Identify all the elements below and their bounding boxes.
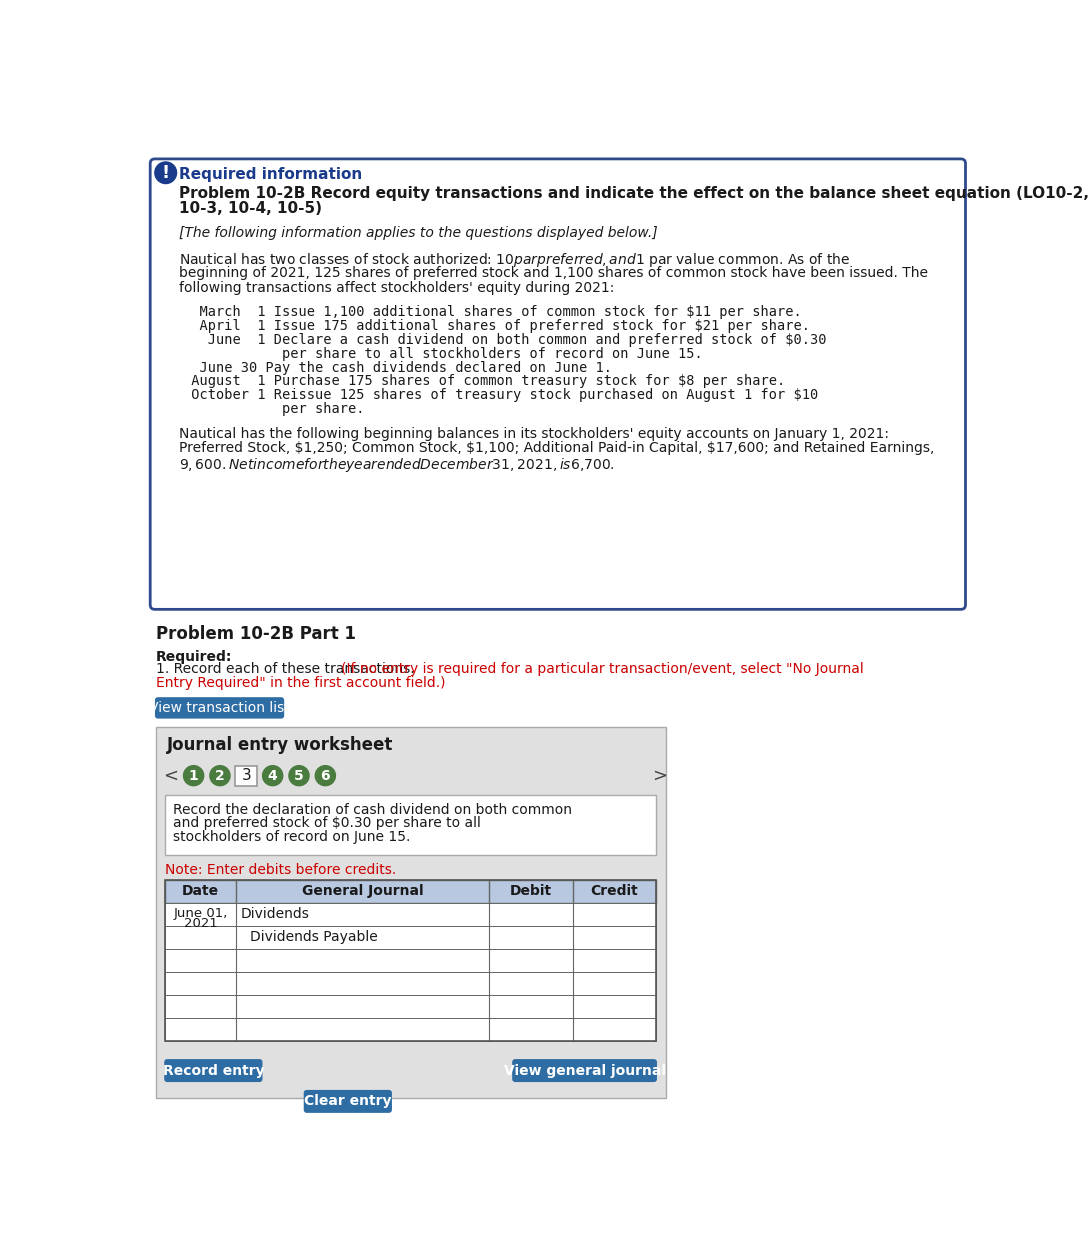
Text: March  1 Issue 1,100 additional shares of common stock for $11 per share.: March 1 Issue 1,100 additional shares of…	[183, 305, 801, 319]
Text: 4: 4	[268, 769, 278, 782]
Text: 2021: 2021	[183, 916, 218, 930]
Text: Date: Date	[182, 885, 219, 898]
Bar	[165, 995, 656, 1018]
Text: and preferred stock of $0.30 per share to all: and preferred stock of $0.30 per share t…	[172, 816, 481, 830]
Text: Nautical has the following beginning balances in its stockholders' equity accoun: Nautical has the following beginning bal…	[179, 427, 888, 441]
Text: Nautical has two classes of stock authorized: $10 par preferred, and $1 par valu: Nautical has two classes of stock author…	[179, 251, 850, 270]
Text: per share.: per share.	[183, 402, 364, 416]
Text: Preferred Stock, $1,250; Common Stock, $1,100; Additional Paid-in Capital, $17,6: Preferred Stock, $1,250; Common Stock, $…	[179, 441, 934, 456]
Bar	[165, 879, 656, 902]
FancyBboxPatch shape	[304, 1091, 391, 1113]
FancyBboxPatch shape	[513, 1060, 656, 1081]
Text: Entry Required" in the first account field.): Entry Required" in the first account fie…	[156, 677, 445, 690]
Text: Dividends Payable: Dividends Payable	[250, 930, 378, 945]
Text: !: !	[161, 164, 170, 181]
Text: Required:: Required:	[156, 650, 232, 664]
Text: per share to all stockholders of record on June 15.: per share to all stockholders of record …	[183, 346, 702, 360]
Text: June 01,: June 01,	[173, 907, 228, 920]
Bar	[165, 879, 656, 1041]
Text: Credit: Credit	[591, 885, 639, 898]
FancyBboxPatch shape	[156, 698, 283, 718]
Text: <: <	[164, 766, 179, 785]
Text: 6: 6	[320, 769, 330, 782]
Bar	[235, 766, 257, 786]
Text: (If no entry is required for a particular transaction/event, select "No Journal: (If no entry is required for a particula…	[341, 663, 864, 677]
Text: April  1 Issue 175 additional shares of preferred stock for $21 per share.: April 1 Issue 175 additional shares of p…	[183, 319, 810, 333]
FancyBboxPatch shape	[165, 1060, 262, 1081]
Bar	[156, 727, 666, 1099]
Bar	[165, 795, 656, 856]
Circle shape	[315, 766, 336, 786]
Text: Debit: Debit	[510, 885, 552, 898]
Text: following transactions affect stockholders' equity during 2021:: following transactions affect stockholde…	[179, 281, 615, 295]
Text: $9,600. Net income for the year ended December 31, 2021, is $6,700.: $9,600. Net income for the year ended De…	[179, 456, 615, 474]
Text: June  1 Declare a cash dividend on both common and preferred stock of $0.30: June 1 Declare a cash dividend on both c…	[183, 333, 826, 347]
Text: Record the declaration of cash dividend on both common: Record the declaration of cash dividend …	[172, 803, 571, 816]
Bar	[165, 971, 656, 995]
Circle shape	[210, 766, 230, 786]
Text: Note: Enter debits before credits.: Note: Enter debits before credits.	[165, 863, 396, 877]
Text: View transaction list: View transaction list	[149, 701, 290, 714]
Bar	[165, 1018, 656, 1041]
Text: Dividends: Dividends	[241, 907, 310, 921]
Text: [The following information applies to the questions displayed below.]: [The following information applies to th…	[179, 226, 657, 239]
Text: August  1 Purchase 175 shares of common treasury stock for $8 per share.: August 1 Purchase 175 shares of common t…	[183, 374, 785, 388]
Text: June 30 Pay the cash dividends declared on June 1.: June 30 Pay the cash dividends declared …	[183, 360, 611, 374]
Text: Problem 10-2B Part 1: Problem 10-2B Part 1	[156, 625, 355, 643]
Text: 1. Record each of these transactions.: 1. Record each of these transactions.	[156, 663, 419, 677]
Text: 10-3, 10-4, 10-5): 10-3, 10-4, 10-5)	[179, 202, 322, 217]
Bar	[165, 949, 656, 971]
Text: 2: 2	[215, 769, 225, 782]
Text: Problem 10-2B Record equity transactions and indicate the effect on the balance : Problem 10-2B Record equity transactions…	[179, 186, 1089, 200]
FancyBboxPatch shape	[150, 159, 966, 610]
Text: Record entry: Record entry	[162, 1063, 264, 1077]
Text: 5: 5	[294, 769, 304, 782]
Circle shape	[183, 766, 204, 786]
Text: beginning of 2021, 125 shares of preferred stock and 1,100 shares of common stoc: beginning of 2021, 125 shares of preferr…	[179, 266, 928, 280]
Text: View general journal: View general journal	[504, 1063, 666, 1077]
Text: Required information: Required information	[179, 166, 362, 181]
Circle shape	[289, 766, 310, 786]
Circle shape	[155, 163, 177, 184]
Bar	[165, 926, 656, 949]
Text: Clear entry: Clear entry	[304, 1095, 391, 1109]
Bar	[165, 902, 656, 926]
Text: Journal entry worksheet: Journal entry worksheet	[167, 736, 392, 755]
Text: 3: 3	[241, 769, 251, 784]
Text: stockholders of record on June 15.: stockholders of record on June 15.	[172, 830, 410, 844]
Text: October 1 Reissue 125 shares of treasury stock purchased on August 1 for $10: October 1 Reissue 125 shares of treasury…	[183, 388, 818, 402]
Text: 1: 1	[189, 769, 198, 782]
Circle shape	[263, 766, 282, 786]
Text: General Journal: General Journal	[302, 885, 424, 898]
Text: >: >	[652, 766, 667, 785]
